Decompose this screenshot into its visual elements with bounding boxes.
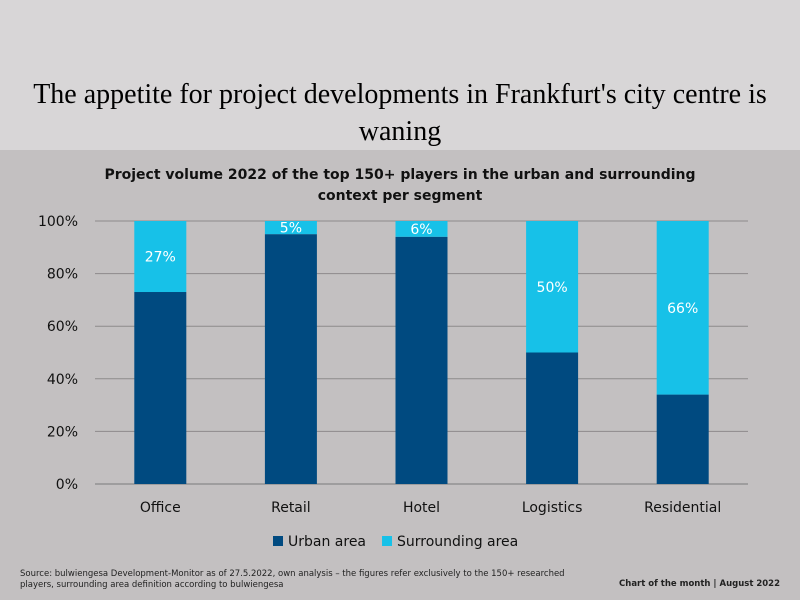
legend-swatch (273, 536, 283, 546)
legend-label: Surrounding area (397, 534, 518, 550)
bar-surrounding-area-residential (656, 221, 709, 395)
bar-urban-area-residential (656, 394, 709, 484)
chart-title: Project volume 2022 of the top 150+ play… (104, 167, 696, 204)
data-label: 50% (537, 280, 568, 296)
x-tick-label: Hotel (403, 500, 440, 516)
legend-swatch (382, 536, 393, 546)
x-axis-ticks: Office Retail Hotel Logistics Residential (140, 500, 721, 516)
y-tick-label: 0% (56, 477, 78, 493)
legend: Urban area Surrounding area (273, 534, 518, 550)
bar-urban-area-office (134, 292, 187, 484)
data-label: 66% (667, 301, 698, 317)
x-tick-label: Logistics (522, 500, 583, 516)
headline: The appetite for project developments in… (33, 79, 767, 147)
source-note: Source: bulwiengesa Development-Monitor … (20, 569, 565, 590)
bar-urban-area-hotel (395, 236, 448, 484)
x-tick-label: Retail (271, 500, 311, 516)
bar-urban-area-logistics (526, 352, 579, 484)
bar-urban-area-retail (264, 234, 317, 484)
x-tick-label: Residential (644, 500, 721, 516)
y-tick-label: 100% (38, 214, 78, 230)
y-tick-label: 80% (47, 267, 78, 283)
data-label: 5% (280, 221, 302, 237)
bar-surrounding-area-hotel (395, 221, 448, 237)
y-tick-label: 60% (47, 319, 78, 335)
data-label: 6% (410, 222, 432, 238)
footer-tag: Chart of the month | August 2022 (619, 579, 780, 589)
bar-surrounding-area-office (134, 221, 187, 293)
bars (134, 221, 709, 484)
y-axis-ticks: 0% 20% 40% 60% 80% 100% (38, 214, 78, 493)
bar-surrounding-area-retail (264, 221, 317, 235)
headline-band (0, 0, 800, 150)
y-tick-label: 20% (47, 424, 78, 440)
x-tick-label: Office (140, 500, 181, 516)
legend-label: Urban area (288, 534, 366, 550)
data-label: 27% (145, 250, 176, 266)
data-labels: 27% 5% 6% 50% 66% (145, 221, 699, 317)
y-tick-label: 40% (47, 372, 78, 388)
bar-surrounding-area-logistics (526, 221, 579, 353)
